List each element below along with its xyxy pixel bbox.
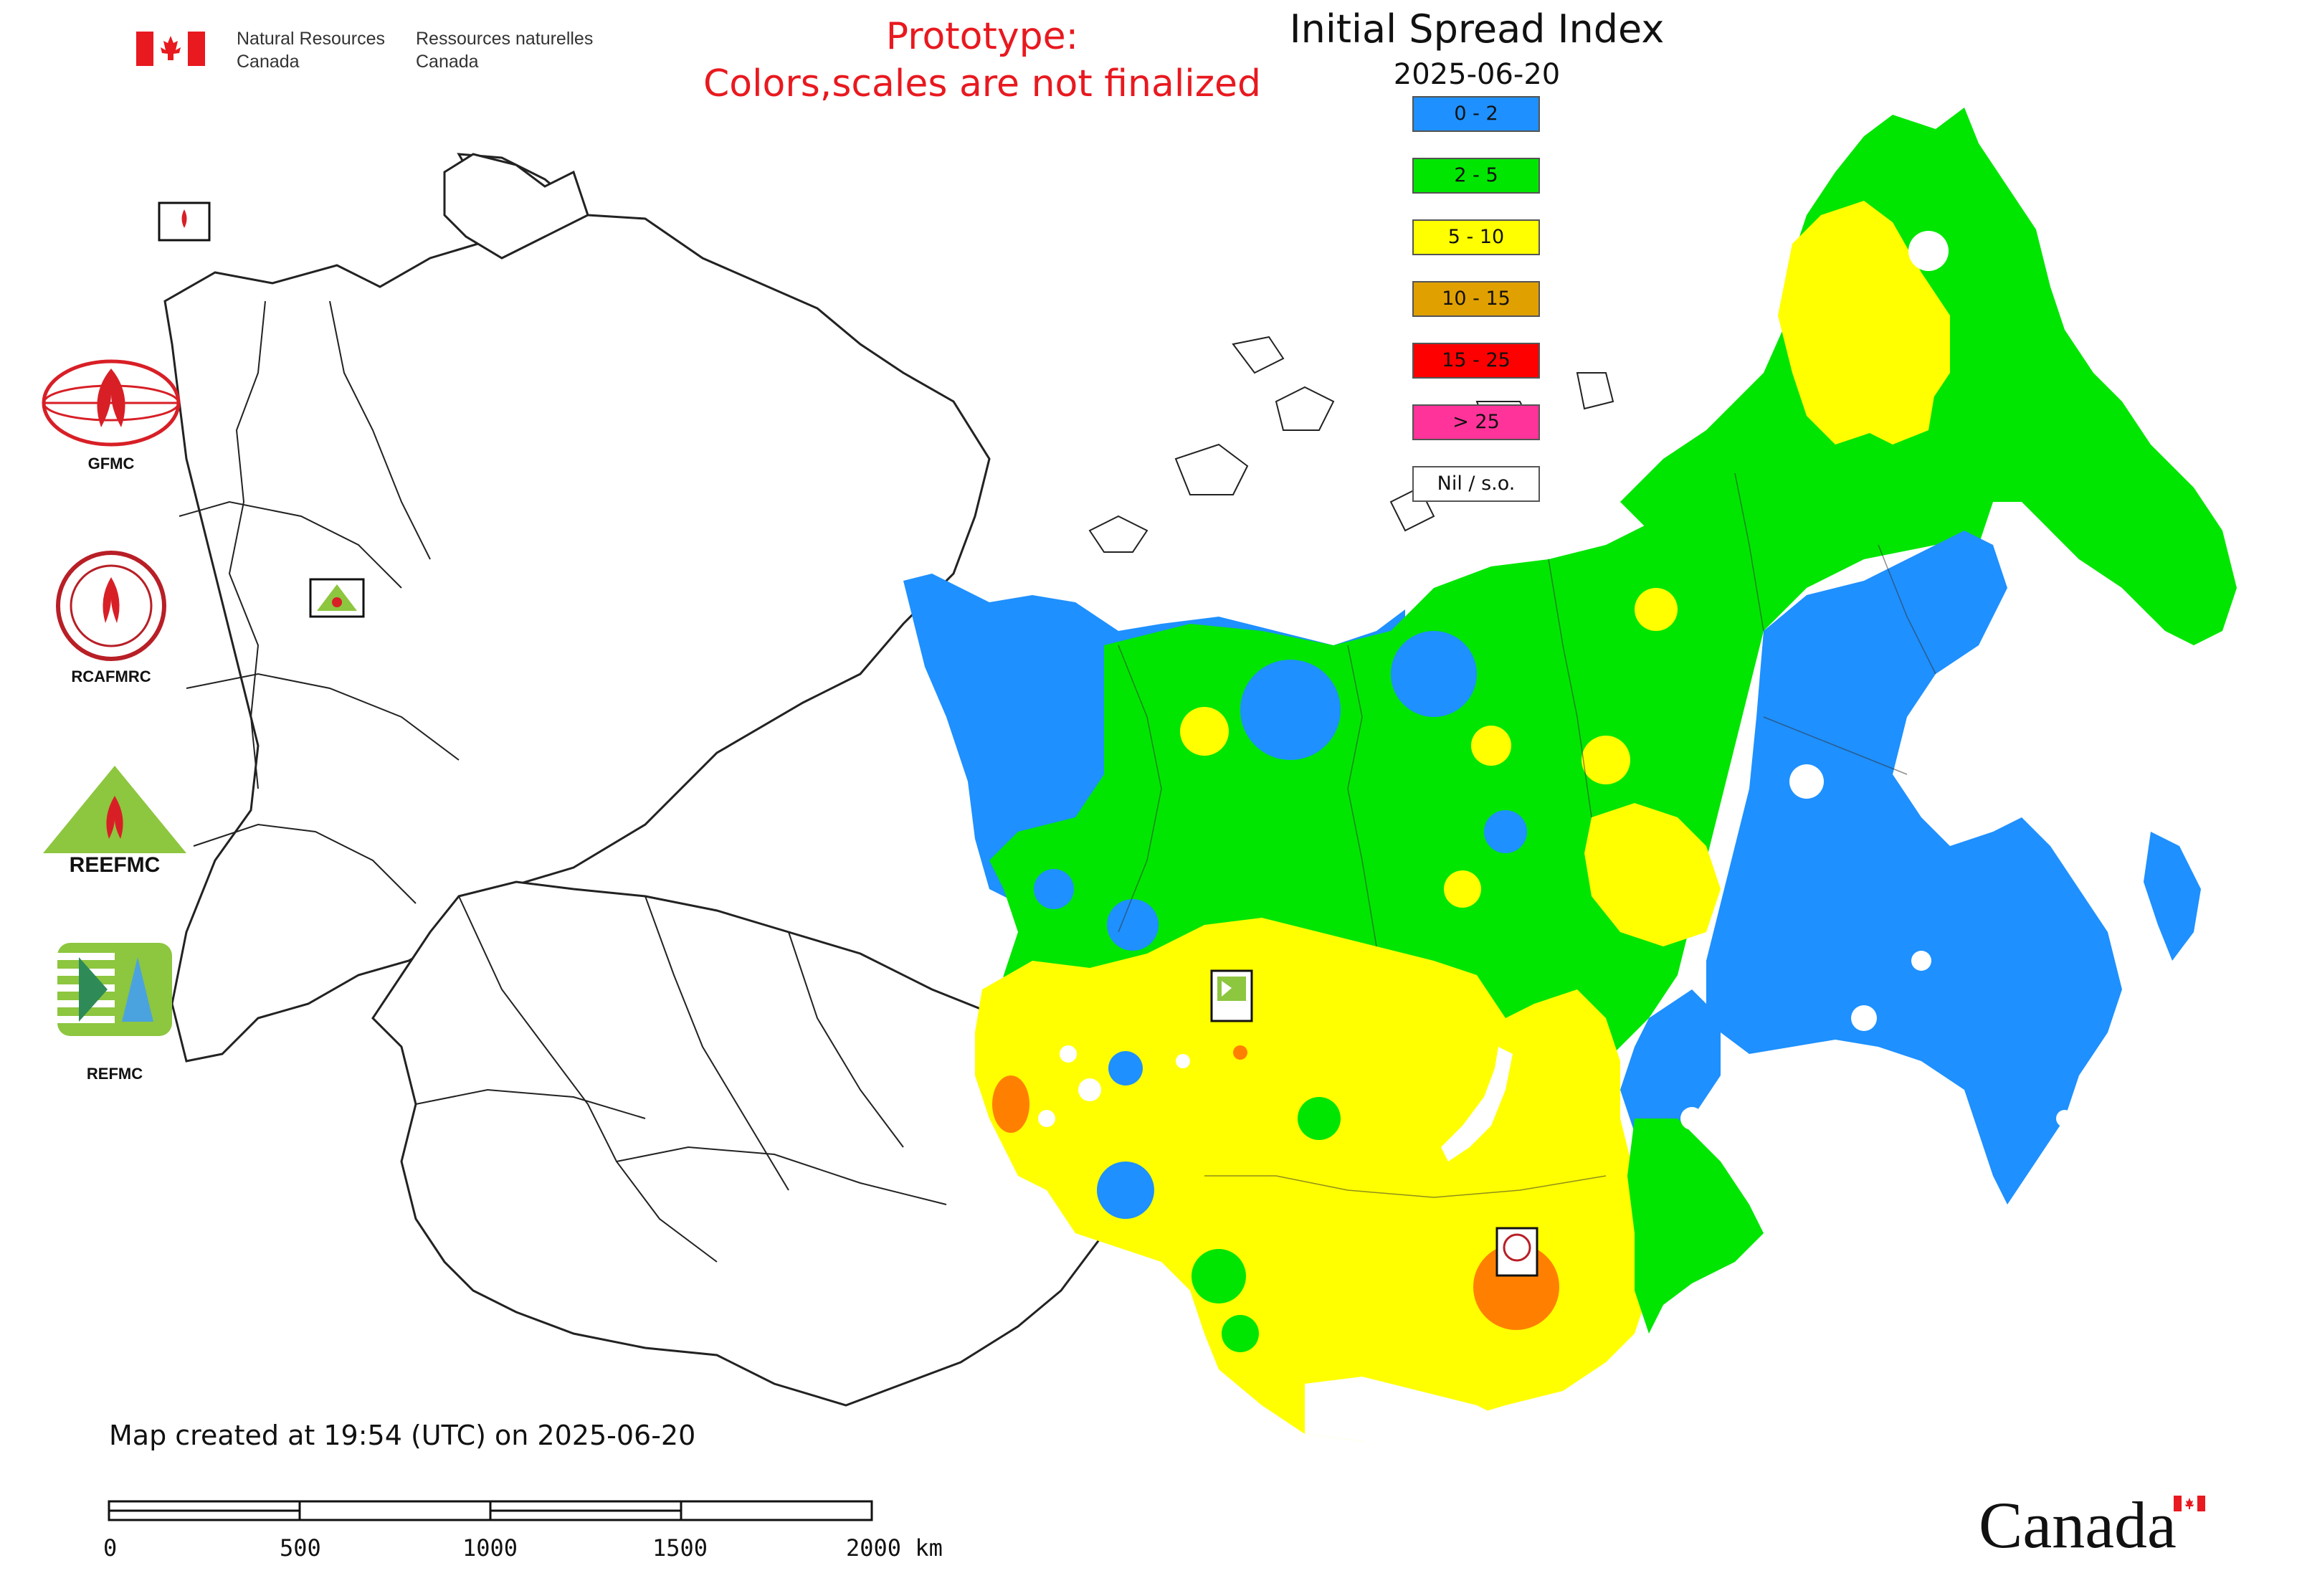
canada-wordmark: Canada bbox=[1979, 1486, 2237, 1564]
reefmc-wordmark: REEFMC bbox=[70, 853, 161, 875]
refmc-map-marker-icon bbox=[1210, 969, 1253, 1022]
zone-yellow-blob bbox=[1582, 736, 1630, 784]
gfmc-logo-icon bbox=[42, 359, 181, 447]
no-data-hole bbox=[1789, 764, 1824, 799]
legend-item: 2 - 5 bbox=[1412, 158, 1540, 194]
nrcan-header: Natural Resources Canada Ressources natu… bbox=[136, 27, 638, 77]
legend-label: 2 - 5 bbox=[1454, 164, 1498, 186]
zone-blue-blob bbox=[1240, 660, 1341, 760]
central-asia-outline bbox=[371, 880, 1120, 1407]
zone-blue-blob bbox=[1108, 1051, 1143, 1086]
zone-blue-blob bbox=[1097, 1162, 1154, 1219]
gfmc-logo: GFMC bbox=[39, 358, 183, 480]
reefmc-logo: REEFMC bbox=[36, 760, 194, 877]
no-data-hole bbox=[1176, 1054, 1190, 1068]
zone-blue-blob bbox=[1484, 810, 1527, 853]
legend-label: 10 - 15 bbox=[1442, 288, 1511, 310]
no-data-hole bbox=[1078, 1078, 1101, 1101]
map-creation-note: Map created at 19:54 (UTC) on 2025-06-20 bbox=[109, 1420, 696, 1451]
no-data-hole bbox=[1908, 231, 1949, 271]
refmc-logo-label: REFMC bbox=[86, 1065, 143, 1083]
no-data-hole bbox=[1680, 1107, 1703, 1130]
map-date: 2025-06-20 bbox=[1393, 58, 1561, 91]
legend-label: 15 - 25 bbox=[1442, 349, 1511, 371]
nrcan-en-line2: Canada bbox=[237, 52, 300, 72]
zone-yellow-blob bbox=[1180, 707, 1229, 756]
internal-borders bbox=[179, 300, 947, 1263]
scale-tick-label: 1500 bbox=[652, 1534, 708, 1562]
scale-tick-label: 1000 bbox=[462, 1534, 518, 1562]
zone-green-blob bbox=[1222, 1315, 1259, 1352]
scale-bar: 0 500 1000 1500 2000 km bbox=[86, 1498, 989, 1577]
rcafmrc-logo-icon bbox=[56, 551, 166, 661]
gfmc-map-marker-icon bbox=[158, 201, 211, 242]
zone-blue-blob bbox=[1034, 869, 1074, 909]
prototype-notice-line1: Prototype: bbox=[885, 15, 1079, 58]
legend-label: 5 - 10 bbox=[1447, 226, 1505, 248]
country-outlines bbox=[163, 153, 1120, 1407]
reefmc-map-marker-icon bbox=[309, 578, 365, 618]
canada-wordmark-text: Canada bbox=[1979, 1488, 2177, 1562]
zone-yellow-blob bbox=[1635, 588, 1678, 631]
no-data-hole bbox=[1038, 1110, 1055, 1127]
rcafmrc-logo-label: RCAFMRC bbox=[71, 668, 151, 685]
lake-baikal bbox=[1441, 1047, 1513, 1162]
canada-wordmark-flag-icon bbox=[2174, 1496, 2205, 1511]
scale-tick-label: 500 bbox=[280, 1534, 321, 1562]
map-title: Initial Spread Index bbox=[1289, 6, 1665, 52]
zone-yellow-ne2 bbox=[1864, 366, 1936, 445]
scale-tick-label: 0 bbox=[103, 1534, 118, 1562]
nrcan-english-name: Natural Resources Canada bbox=[237, 27, 385, 73]
region-borders bbox=[1118, 472, 1936, 1198]
no-data-hole bbox=[1851, 1005, 1877, 1031]
legend-item: Nil / s.o. bbox=[1412, 466, 1540, 502]
rcafmrc-map-marker-icon bbox=[1495, 1227, 1538, 1277]
refmc-logo: REFMC bbox=[57, 943, 201, 1086]
zone-green-blob bbox=[1192, 1249, 1246, 1303]
isi-raster bbox=[903, 108, 2237, 1441]
zone-yellow-blob bbox=[1444, 870, 1481, 908]
no-data-hole bbox=[2056, 1110, 2073, 1127]
nrcan-en-line1: Natural Resources bbox=[237, 29, 386, 49]
no-data-hole bbox=[1911, 951, 1931, 971]
nrcan-fr-line1: Ressources naturelles bbox=[416, 29, 594, 49]
reefmc-logo-icon: REEFMC bbox=[43, 766, 186, 877]
prototype-notice: Prototype: Colors,scales are not finaliz… bbox=[667, 13, 1298, 108]
refmc-logo-icon bbox=[57, 943, 172, 1036]
rcafmrc-logo: RCAFMRC bbox=[54, 548, 197, 692]
zone-green-blob bbox=[1298, 1097, 1341, 1140]
nrcan-fr-line2: Canada bbox=[416, 52, 479, 72]
zone-yellow-blob bbox=[1471, 726, 1511, 766]
nrcan-french-name: Ressources naturelles Canada bbox=[416, 27, 593, 73]
scandinavia-outline bbox=[443, 153, 589, 260]
no-data-hole bbox=[1060, 1045, 1077, 1063]
scale-tick-label: 2000 km bbox=[846, 1534, 943, 1562]
zone-green-kamchatka bbox=[2022, 445, 2208, 645]
zone-orange-dot bbox=[1233, 1045, 1247, 1060]
legend-item: 15 - 25 bbox=[1412, 343, 1540, 379]
legend-label: Nil / s.o. bbox=[1437, 472, 1516, 495]
map-markers bbox=[158, 201, 1538, 1277]
scale-bar-graphic bbox=[108, 1500, 873, 1521]
legend-item: 10 - 15 bbox=[1412, 281, 1540, 317]
zone-blue-blob bbox=[1107, 899, 1159, 951]
legend-item: 0 - 2 bbox=[1412, 96, 1540, 132]
legend-label: 0 - 2 bbox=[1454, 103, 1498, 125]
canada-flag-icon bbox=[136, 32, 205, 66]
zone-blue-east bbox=[1706, 531, 2122, 1205]
legend-item: > 25 bbox=[1412, 404, 1540, 440]
zone-yellow-mid bbox=[1584, 803, 1721, 946]
zone-orange-west bbox=[992, 1075, 1029, 1133]
prototype-notice-line2: Colors,scales are not finalized bbox=[703, 62, 1262, 105]
legend-item: 5 - 10 bbox=[1412, 219, 1540, 255]
zone-blue-blob bbox=[1391, 631, 1477, 717]
zone-green-southeast bbox=[1627, 1118, 1764, 1334]
gfmc-logo-label: GFMC bbox=[87, 455, 135, 472]
no-data-south bbox=[1305, 1377, 1506, 1441]
legend-label: > 25 bbox=[1452, 411, 1500, 433]
zone-blue-sakhalin bbox=[2144, 832, 2201, 961]
